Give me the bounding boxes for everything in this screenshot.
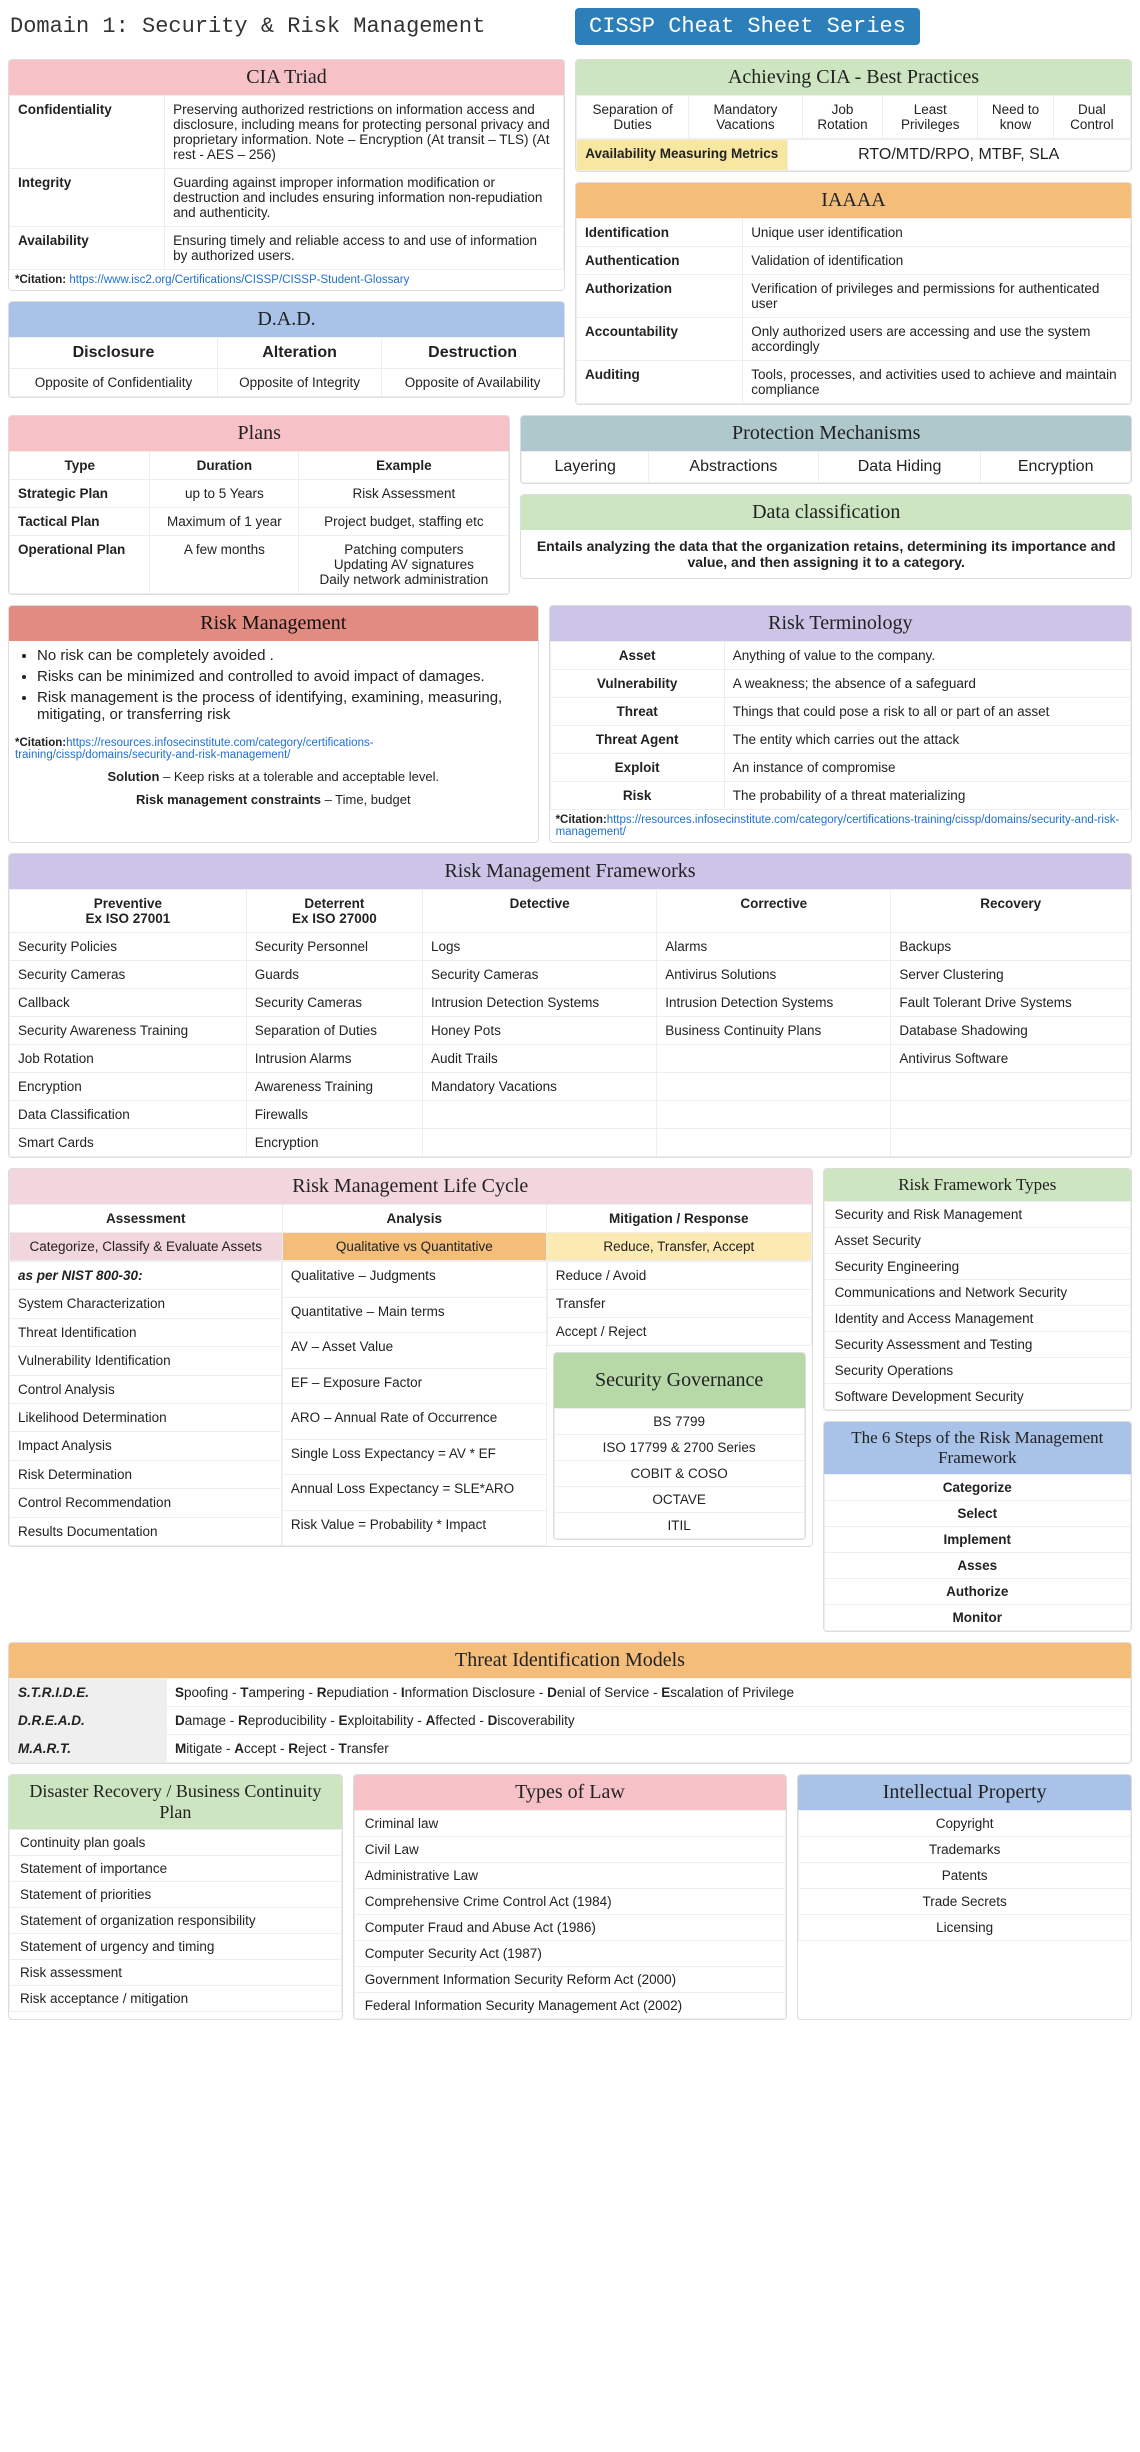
law-card: Types of Law Criminal lawCivil LawAdmini… [353,1774,788,2020]
cia-citation: *Citation: https://www.isc2.org/Certific… [9,270,564,290]
cia-title: CIA Triad [9,60,564,95]
cia-table: ConfidentialityPreserving authorized res… [9,95,564,270]
plans-card: Plans TypeDurationExample Strategic Plan… [8,415,510,595]
iaaaa-title: IAAAA [576,183,1131,218]
dad-title: D.A.D. [9,302,564,337]
riskterm-citation-link[interactable]: https://resources.infosecinstitute.com/c… [556,814,1120,838]
protection-card: Protection Mechanisms Layering Abstracti… [520,415,1132,484]
governance-card: Security Governance BS 7799ISO 17799 & 2… [553,1352,806,1540]
avail-metric-label: Availability Measuring Metrics [577,140,788,171]
dataclass-card: Data classification Entails analyzing th… [520,494,1132,579]
lifecycle-card: Risk Management Life Cycle Assessment An… [8,1168,813,1547]
sixsteps-card: The 6 Steps of the Risk Management Frame… [823,1421,1132,1632]
avail-metric-value: RTO/MTD/RPO, MTBF, SLA [787,140,1130,171]
threatmodels-card: Threat Identification Models S.T.R.I.D.E… [8,1642,1132,1764]
dad-card: D.A.D. Disclosure Alteration Destruction… [8,301,565,398]
iaaaa-card: IAAAA IdentificationUnique user identifi… [575,182,1132,405]
cia-citation-link[interactable]: https://www.isc2.org/Certifications/CISS… [69,274,409,286]
cia-card: CIA Triad ConfidentialityPreserving auth… [8,59,565,291]
best-card: Achieving CIA - Best Practices Separatio… [575,59,1132,172]
best-title: Achieving CIA - Best Practices [576,60,1131,95]
series-badge: CISSP Cheat Sheet Series [575,8,920,45]
ftypes-card: Risk Framework Types Security and Risk M… [823,1168,1132,1411]
ip-card: Intellectual Property CopyrightTrademark… [797,1774,1132,2020]
frameworks-card: Risk Management Frameworks Preventive Ex… [8,853,1132,1158]
riskterm-card: Risk Terminology AssetAnything of value … [549,605,1132,843]
riskmgmt-citation-link[interactable]: https://resources.infosecinstitute.com/c… [15,737,374,761]
drbcp-card: Disaster Recovery / Business Continuity … [8,1774,343,2020]
domain-title: Domain 1: Security & Risk Management [8,8,565,49]
riskmgmt-card: Risk Management No risk can be completel… [8,605,539,843]
